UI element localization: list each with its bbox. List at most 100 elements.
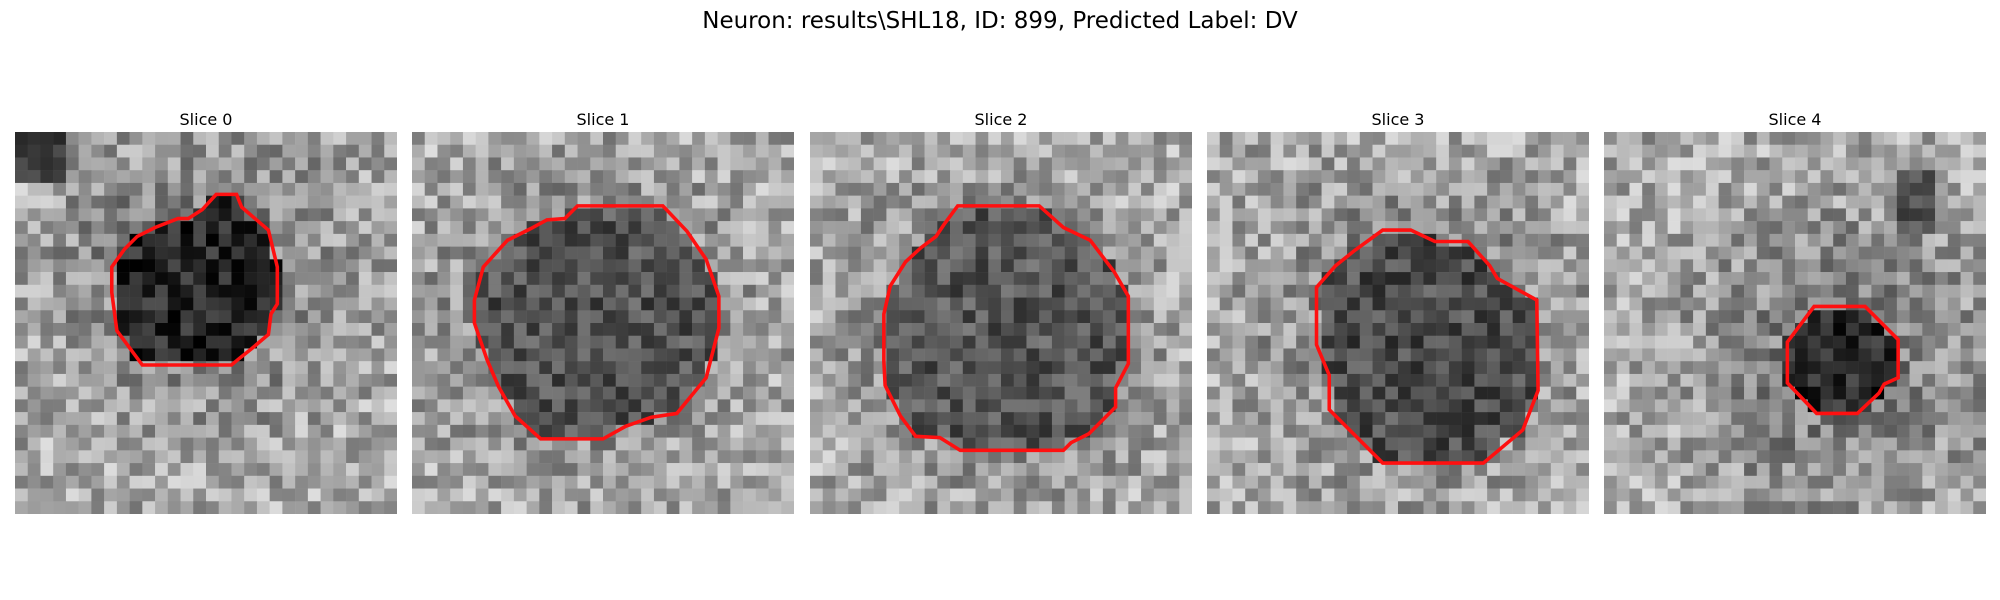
pixel (1372, 208, 1386, 222)
pixel (755, 412, 769, 426)
pixel (307, 386, 321, 400)
pixel (526, 373, 540, 387)
pixel (1884, 501, 1898, 514)
pixel (899, 284, 913, 298)
pixel (1219, 259, 1233, 273)
pixel (1461, 475, 1475, 489)
pixel (1550, 233, 1564, 247)
pixel (1245, 501, 1259, 514)
pixel (1423, 310, 1437, 324)
pixel (1833, 437, 1847, 451)
pixel (1398, 399, 1411, 413)
pixel (1436, 373, 1450, 387)
pixel (1782, 412, 1796, 426)
pixel (488, 297, 502, 311)
pixel (679, 259, 693, 273)
pixel (822, 424, 836, 438)
pixel (1807, 132, 1821, 145)
pixel (104, 475, 118, 489)
pixel (615, 323, 629, 336)
pixel (346, 373, 360, 387)
pixel-grid (1207, 132, 1589, 514)
pixel (577, 170, 591, 184)
pixel (1550, 246, 1564, 260)
pixel (1064, 208, 1078, 222)
pixel (1283, 373, 1297, 387)
pixel (1973, 259, 1986, 273)
pixel (1090, 246, 1104, 260)
pixel (962, 170, 976, 184)
pixel (244, 450, 258, 464)
pixel (180, 195, 194, 209)
pixel (333, 450, 347, 464)
pixel (206, 501, 219, 514)
pixel (1845, 361, 1859, 375)
pixel (704, 501, 718, 514)
pixel (1576, 424, 1589, 438)
pixel (384, 424, 397, 438)
pixel (1973, 310, 1986, 324)
pixel (1909, 323, 1923, 336)
pixel (295, 272, 309, 286)
pixel (1884, 348, 1898, 362)
pixel (384, 157, 397, 171)
pixel (384, 386, 397, 400)
pixel (603, 463, 616, 477)
pixel (65, 361, 79, 375)
pixel (1896, 373, 1910, 387)
pixel (1207, 386, 1220, 400)
pixel (437, 412, 451, 426)
pixel (526, 437, 540, 451)
pixel (180, 272, 194, 286)
pixel (1538, 450, 1552, 464)
pixel (1935, 272, 1949, 286)
pixel (231, 450, 245, 464)
pixel (1051, 463, 1065, 477)
pixel (666, 157, 680, 171)
pixel (653, 475, 667, 489)
roi-outline (882, 204, 1131, 453)
pixel (1576, 386, 1589, 400)
pixel (886, 373, 900, 387)
pixel (167, 373, 181, 387)
pixel (848, 208, 862, 222)
pixel (65, 132, 79, 145)
pixel (1115, 195, 1129, 209)
pixel (1871, 157, 1885, 171)
pixel (1973, 157, 1986, 171)
pixel (911, 182, 925, 196)
pixel (1538, 475, 1552, 489)
pixel (1973, 463, 1986, 477)
pixel (628, 310, 642, 324)
pixel (1039, 323, 1053, 336)
pixel (860, 361, 874, 375)
pixel (975, 233, 989, 247)
pixel (1563, 437, 1577, 451)
pixel (1115, 157, 1129, 171)
pixel (755, 132, 769, 145)
pixel (53, 170, 67, 184)
pixel (513, 463, 527, 477)
pixel (1283, 259, 1297, 273)
pixel (1308, 399, 1322, 413)
pixel (346, 272, 360, 286)
pixel (822, 399, 836, 413)
pixel (1219, 399, 1233, 413)
pixel (40, 361, 54, 375)
pixel (333, 348, 347, 362)
pixel (104, 323, 118, 336)
pixel (1693, 246, 1707, 260)
pixel (1115, 335, 1129, 349)
pixel (717, 221, 731, 235)
pixel (552, 157, 566, 171)
pixel (282, 182, 296, 196)
pixel (1013, 450, 1027, 464)
pixel (1769, 361, 1783, 375)
pixel (1538, 399, 1552, 413)
pixel (180, 170, 194, 184)
pixel (91, 424, 105, 438)
pixel (975, 450, 989, 464)
pixel (15, 246, 28, 260)
pixel (1525, 475, 1539, 489)
pixel (1769, 233, 1783, 247)
